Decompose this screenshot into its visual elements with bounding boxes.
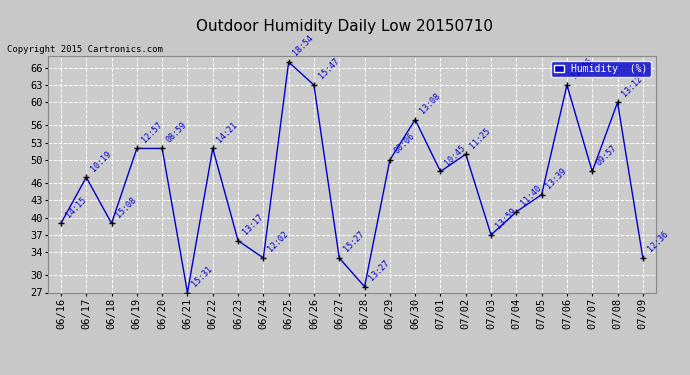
Text: 11:40: 11:40 [519,184,543,208]
Text: 13:08: 13:08 [418,92,442,116]
Text: 13:27: 13:27 [367,258,391,283]
Text: 14:21: 14:21 [215,120,239,144]
Text: 10:19: 10:19 [89,149,113,173]
Text: 08:59: 08:59 [165,120,189,144]
Text: 15:31: 15:31 [190,264,215,288]
Text: 09:57: 09:57 [595,143,619,167]
Text: 12:02: 12:02 [266,230,290,254]
Text: 00:06: 00:06 [393,132,417,156]
Text: Outdoor Humidity Daily Low 20150710: Outdoor Humidity Daily Low 20150710 [197,19,493,34]
Text: 15:27: 15:27 [342,230,366,254]
Text: 13:59: 13:59 [494,207,518,231]
Text: 10:45: 10:45 [443,143,467,167]
Text: 12:36: 12:36 [646,230,670,254]
Text: 12:46: 12:46 [570,57,594,81]
Text: 13:39: 13:39 [544,166,569,190]
Text: 18:54: 18:54 [291,34,315,58]
Text: 11:25: 11:25 [469,126,493,150]
Text: Copyright 2015 Cartronics.com: Copyright 2015 Cartronics.com [7,45,163,54]
Text: 12:57: 12:57 [139,120,164,144]
Legend: Humidity  (%): Humidity (%) [551,61,651,77]
Text: 15:47: 15:47 [317,57,341,81]
Text: 13:17: 13:17 [241,212,265,237]
Text: 14:15: 14:15 [63,195,88,219]
Text: 15:08: 15:08 [115,195,139,219]
Text: 13:12: 13:12 [620,74,644,98]
